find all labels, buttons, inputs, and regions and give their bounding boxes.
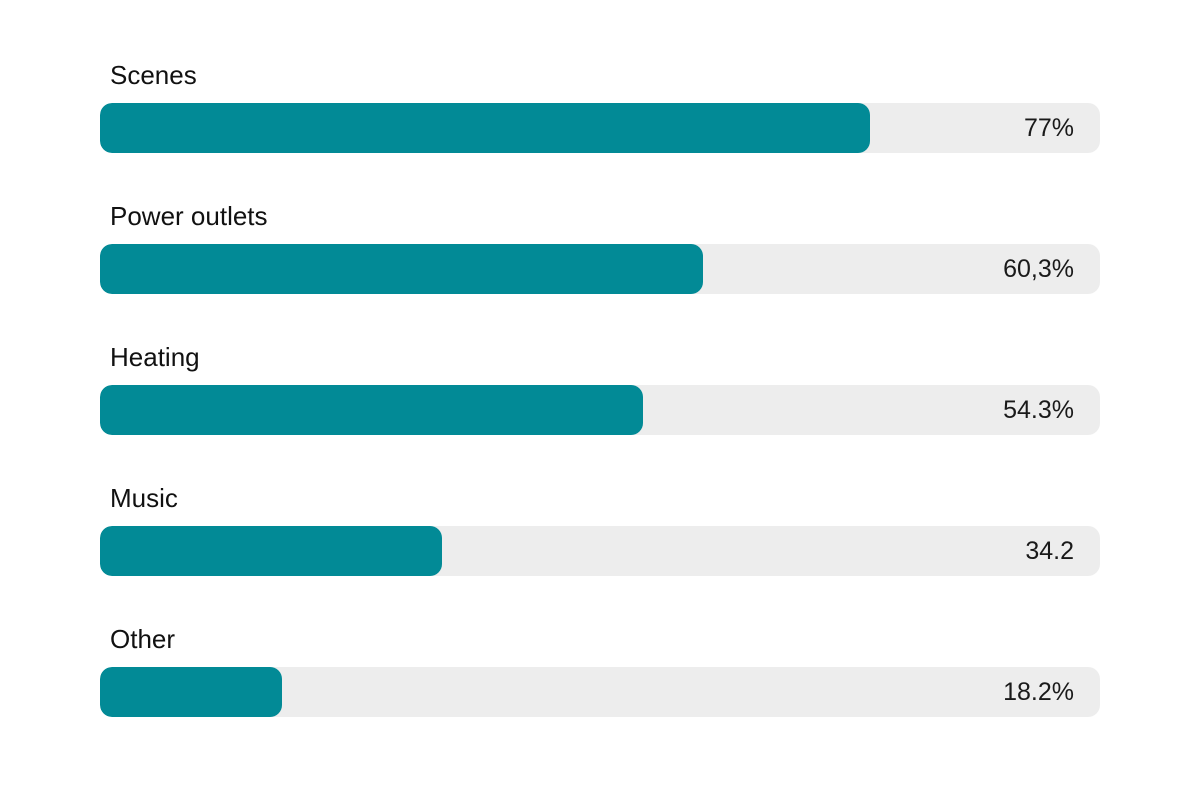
bar-track xyxy=(100,385,1100,435)
bar-label: Music xyxy=(110,483,178,513)
bar-value-label: 77% xyxy=(1023,114,1074,142)
bar-track xyxy=(100,103,1100,153)
bar-fill xyxy=(100,667,282,717)
bar-track xyxy=(100,244,1100,294)
bar-fill xyxy=(100,385,643,435)
bar-row: Scenes 77% xyxy=(100,60,1100,170)
bar-row: Other 18.2% xyxy=(100,624,1100,734)
bar-track xyxy=(100,667,1100,717)
bar-label: Power outlets xyxy=(110,201,268,231)
bar-row: Power outlets 60,3% xyxy=(100,201,1100,311)
bar-label: Other xyxy=(110,624,176,654)
bar-track xyxy=(100,526,1100,576)
bar-value-label: 34.2 xyxy=(1025,537,1074,565)
progress-bar-chart: Scenes 77% Power outlets 60,3% Heating 54.3% M… xyxy=(100,0,1100,800)
bar-row: Music 34.2 xyxy=(100,483,1100,593)
bar-fill xyxy=(100,244,703,294)
bar-row: Heating 54.3% xyxy=(100,342,1100,452)
bar-fill xyxy=(100,526,442,576)
bar-fill xyxy=(100,103,870,153)
bar-value-label: 60,3% xyxy=(1003,255,1074,283)
bar-value-label: 54.3% xyxy=(1003,396,1074,424)
bar-label: Heating xyxy=(110,342,200,372)
bar-value-label: 18.2% xyxy=(1003,678,1074,706)
bar-label: Scenes xyxy=(110,60,197,90)
